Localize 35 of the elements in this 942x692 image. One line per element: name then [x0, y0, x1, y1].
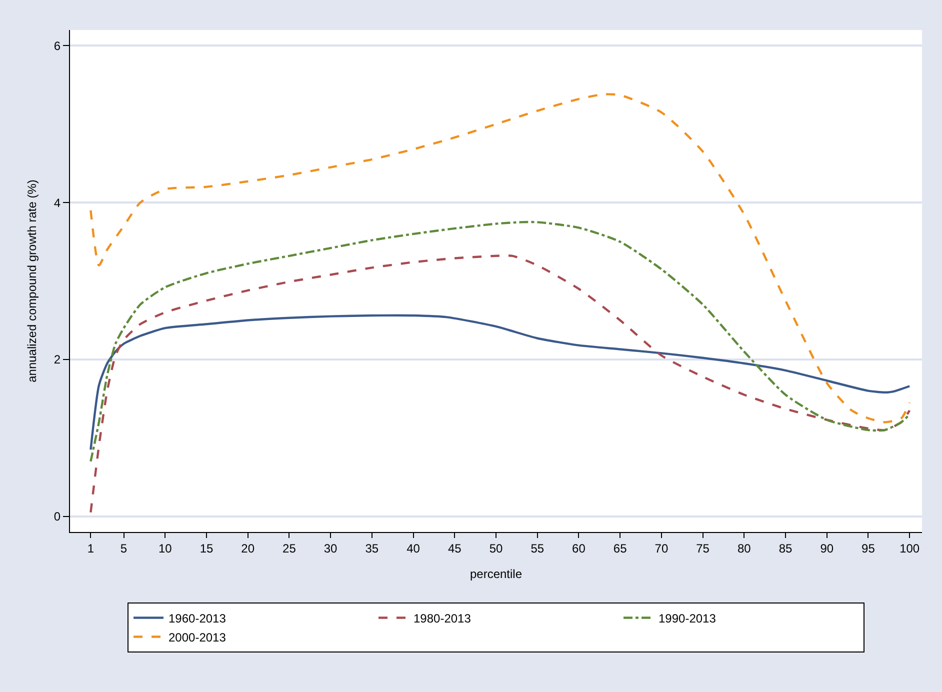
y-axis-title: annualized compound growth rate (%) [25, 180, 39, 382]
x-tick-label: 45 [448, 541, 462, 556]
x-tick-label: 30 [324, 541, 338, 556]
x-tick-label: 95 [862, 541, 876, 556]
x-tick-label: 100 [900, 541, 920, 556]
y-tick-label: 0 [54, 510, 61, 524]
legend-label: 1960-2013 [168, 611, 226, 626]
x-tick-label: 65 [613, 541, 628, 556]
x-axis-title: percentile [470, 567, 522, 581]
legend-label: 2000-2013 [168, 630, 226, 644]
x-tick-label: 1 [87, 541, 94, 556]
x-tick-label: 80 [737, 541, 752, 556]
line-series [90, 93, 911, 424]
x-tick-label: 10 [158, 541, 172, 556]
x-tick-label: 85 [778, 541, 793, 556]
x-tick-label: 70 [654, 541, 668, 556]
y-tick-label: 4 [54, 196, 61, 210]
x-tick-label: 75 [696, 541, 710, 556]
legend-label: 1980-2013 [414, 611, 472, 626]
line-series [90, 220, 911, 463]
line-series [90, 254, 911, 514]
x-tick-label: 50 [489, 541, 503, 556]
x-tick-label: 55 [530, 541, 544, 556]
y-tick-label: 6 [54, 38, 61, 53]
x-tick-label: 15 [200, 541, 214, 556]
line-series [90, 314, 911, 451]
x-tick-label: 90 [820, 541, 834, 556]
x-tick-label: 5 [120, 541, 128, 556]
x-tick-label: 35 [365, 541, 379, 556]
x-tick-label: 25 [282, 541, 296, 556]
x-tick-label: 40 [406, 541, 420, 556]
y-tick-label: 2 [54, 352, 61, 367]
x-tick-label: 20 [241, 541, 255, 556]
legend-label: 1990-2013 [658, 611, 716, 626]
x-tick-label: 60 [572, 541, 586, 556]
